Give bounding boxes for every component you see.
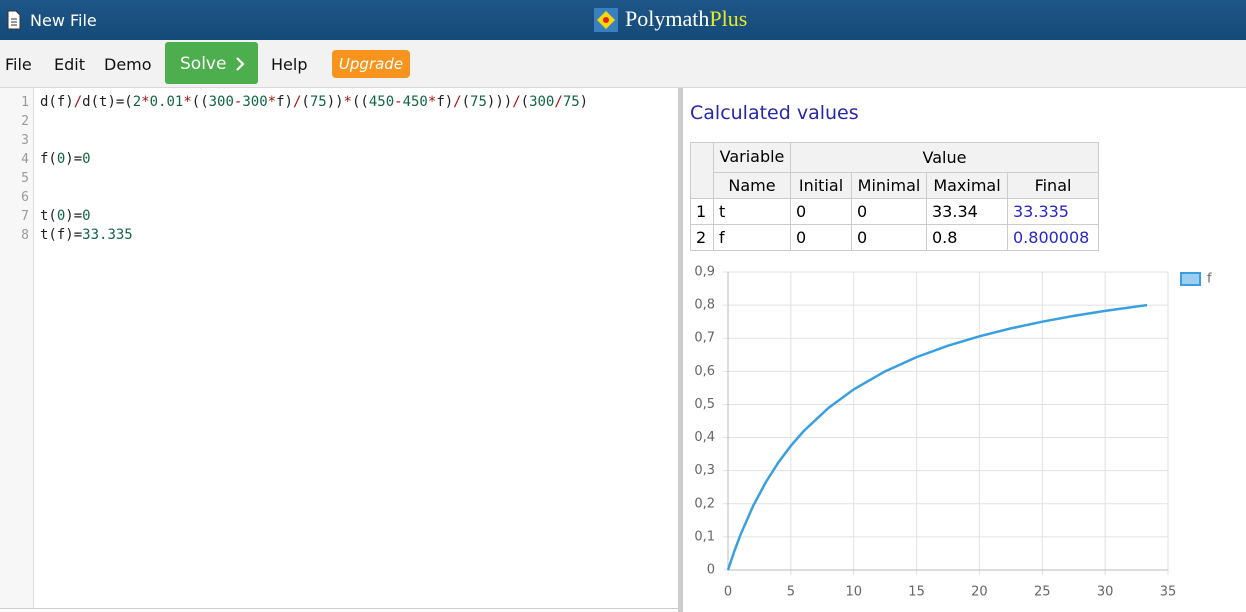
menu-file[interactable]: File [5,55,32,74]
logo-icon [594,8,618,32]
x-tick-label: 25 [1034,585,1051,600]
y-tick-label: 0,1 [694,529,715,544]
header-column: Initial [790,172,852,199]
splitter[interactable] [678,88,683,612]
data-line [726,303,1148,571]
line-number: 3 [21,133,29,148]
y-tick-label: 0,7 [694,331,715,346]
menu-demo[interactable]: Demo [104,55,152,74]
y-tick-label: 0,6 [694,364,715,379]
line-number: 8 [21,228,29,243]
header-column: Final [1007,172,1099,199]
header-variable: Variable [713,142,791,173]
upgrade-button[interactable]: Upgrade [332,50,410,78]
line-number: 6 [21,190,29,205]
logo-text: Polymath [625,6,710,31]
gutter: 1 2 3 4 5 6 7 8 [0,88,34,608]
x-tick-label: 15 [908,585,925,600]
table-cell: 0 [851,198,927,225]
line-number: 1 [21,95,29,110]
x-tick-label: 30 [1097,585,1114,600]
file-icon [7,10,21,30]
code-editor[interactable]: 1 2 3 4 5 6 7 8 d(f)/d(t)=(2*0.01*((300-300*f)/(… [0,88,678,609]
file-title: New File [30,11,97,30]
code-line: f(0)=0 [40,151,91,167]
solve-label: Solve [180,54,227,74]
legend-swatch [1180,272,1201,286]
y-tick-label: 0,8 [694,298,715,313]
chevron [236,57,245,71]
line-number: 2 [21,114,29,129]
solve-button[interactable]: Solve [165,42,258,84]
code-line: t(0)=0 [40,208,91,224]
table-cell: 0.8 [926,224,1008,251]
y-tick-label: 0 [707,563,715,578]
header-value: Value [790,142,1099,173]
line-number: 4 [21,152,29,167]
line-number: 7 [21,209,29,224]
x-tick-label: 35 [1160,585,1177,600]
code-line: d(f)/d(t)=(2*0.01*((300-300*f)/(75))*((4… [40,94,589,110]
line-number: 5 [21,171,29,186]
chart: 0 0,1 0,2 0,3 0,4 0,5 0,6 0,7 0,8 0,9 0 5 10 15 20 25 30… [694,265,1212,600]
y-tick-label: 0,3 [694,463,715,478]
x-tick-label: 10 [845,585,862,600]
table-cell: 0.800008 [1007,224,1099,251]
x-tick-label: 5 [787,585,795,600]
results-table: Variable Value Name Initial Minimal Maximal… [690,142,1099,251]
y-tick-label: 0,9 [694,265,715,280]
table-cell: t [713,198,791,225]
header-name: Name [713,172,791,199]
table-cell: 2 [690,224,714,251]
header-column: Minimal [851,172,927,199]
table-cell: 0 [851,224,927,251]
y-tick-label: 0,2 [694,496,715,511]
table-cell: 33.335 [1007,198,1099,225]
y-tick-label: 0,4 [694,430,715,445]
table-row: 1 t 0 0 33.34 33.335 [690,198,1099,225]
logo: PolymathPlus [625,6,747,32]
menu-bar: File Edit Demo Solve Help Upgrade [0,40,1246,88]
x-tick-label: 0 [724,585,732,600]
menu-edit[interactable]: Edit [54,55,85,74]
title-bar: New File PolymathPlus [0,0,1246,40]
legend-label: f [1207,272,1212,287]
code-line: t(f)=33.335 [40,227,133,243]
x-tick-label: 20 [971,585,988,600]
y-tick-label: 0,5 [694,397,715,412]
menu-help[interactable]: Help [271,55,308,74]
table-cell: 0 [790,198,852,225]
table-cell: f [713,224,791,251]
table-cell: 1 [690,198,714,225]
table-cell: 33.34 [926,198,1008,225]
table-row: 2 f 0 0 0.8 0.800008 [690,224,1099,251]
header-column: Maximal [926,172,1008,199]
header-cell [690,142,714,199]
table-cell: 0 [790,224,852,251]
logo-accent: Plus [709,6,748,31]
results-title: Calculated values [690,102,859,124]
